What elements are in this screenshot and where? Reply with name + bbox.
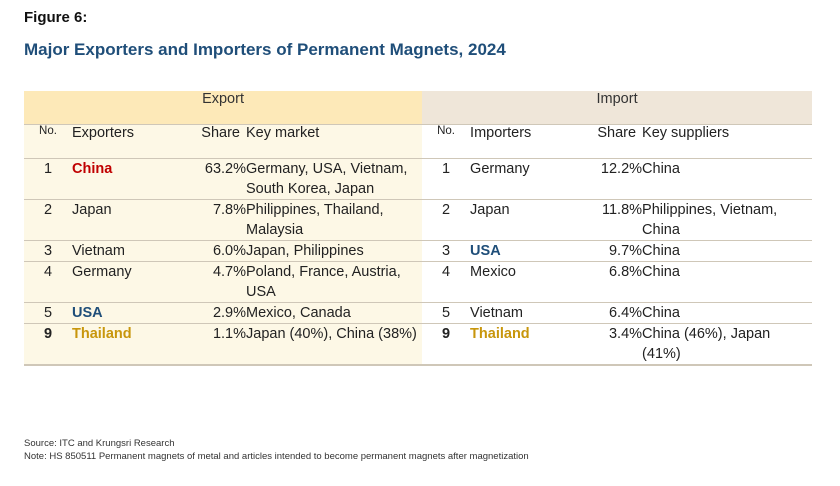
export-share: 2.9% [168,302,246,324]
key-suppliers: China [642,302,813,324]
exporter-name: Thailand [72,323,168,366]
import-share: 3.4% [568,323,643,366]
key-market: Philippines, Thailand, Malaysia [246,199,423,241]
col-header-export-share: Share [168,124,246,159]
table-row: 5 USA 2.9% Mexico, Canada 5 Vietnam 6.4%… [24,302,813,324]
key-market: Japan (40%), China (38%) [246,323,423,366]
import-rank: 2 [422,199,471,241]
col-header-key-market: Key market [246,124,423,159]
source-notes: Source: ITC and Krungsri Research Note: … [24,437,529,463]
table-row: 4 Germany 4.7% Poland, France, Austria, … [24,261,813,303]
import-group-header: Import [422,91,813,125]
key-market: Mexico, Canada [246,302,423,324]
importer-name: USA [470,240,569,262]
key-suppliers: China [642,158,813,200]
import-share: 9.7% [568,240,643,262]
export-share: 6.0% [168,240,246,262]
key-suppliers: Philippines, Vietnam, China [642,199,813,241]
export-rank: 9 [24,323,72,366]
source-line: Source: ITC and Krungsri Research [24,438,175,449]
export-rank: 1 [24,158,72,200]
col-header-importers: Importers [470,124,569,159]
col-header-export-no: No. [24,124,72,159]
import-share: 6.8% [568,261,643,303]
magnets-table: Export Import No. Exporters Share Key ma… [24,91,813,366]
column-header-row: No. Exporters Share Key market No. Impor… [24,124,813,159]
import-share: 6.4% [568,302,643,324]
export-share: 4.7% [168,261,246,303]
importer-name: Germany [470,158,569,200]
import-share: 12.2% [568,158,643,200]
key-suppliers: China [642,240,813,262]
figure-title: Major Exporters and Importers of Permane… [24,40,506,59]
exporter-name: Germany [72,261,168,303]
import-rank: 9 [422,323,471,366]
col-header-key-suppliers: Key suppliers [642,124,813,159]
table-row: 2 Japan 7.8% Philippines, Thailand, Mala… [24,199,813,241]
key-suppliers: China [642,261,813,303]
export-share: 1.1% [168,323,246,366]
note-line: Note: HS 850511 Permanent magnets of met… [24,451,529,462]
export-share: 63.2% [168,158,246,200]
group-header-row: Export Import [24,91,813,125]
export-rank: 2 [24,199,72,241]
import-share: 11.8% [568,199,643,241]
import-rank: 4 [422,261,471,303]
exporter-name: China [72,158,168,200]
key-suppliers: China (46%), Japan (41%) [642,323,813,366]
export-rank: 5 [24,302,72,324]
export-share: 7.8% [168,199,246,241]
col-header-import-no: No. [422,124,471,159]
table-row: 3 Vietnam 6.0% Japan, Philippines 3 USA … [24,240,813,262]
import-rank: 3 [422,240,471,262]
importer-name: Vietnam [470,302,569,324]
export-rank: 3 [24,240,72,262]
col-header-import-share: Share [568,124,643,159]
figure-label: Figure 6: [24,9,88,26]
key-market: Germany, USA, Vietnam, South Korea, Japa… [246,158,423,200]
exporter-name: Vietnam [72,240,168,262]
importer-name: Mexico [470,261,569,303]
key-market: Poland, France, Austria, USA [246,261,423,303]
import-rank: 5 [422,302,471,324]
key-market: Japan, Philippines [246,240,423,262]
exporter-name: Japan [72,199,168,241]
importer-name: Japan [470,199,569,241]
export-group-header: Export [24,91,423,125]
table-row-thailand: 9 Thailand 1.1% Japan (40%), China (38%)… [24,323,813,366]
exporter-name: USA [72,302,168,324]
table-row: 1 China 63.2% Germany, USA, Vietnam, Sou… [24,158,813,200]
col-header-exporters: Exporters [72,124,168,159]
export-rank: 4 [24,261,72,303]
import-rank: 1 [422,158,471,200]
importer-name: Thailand [470,323,569,366]
